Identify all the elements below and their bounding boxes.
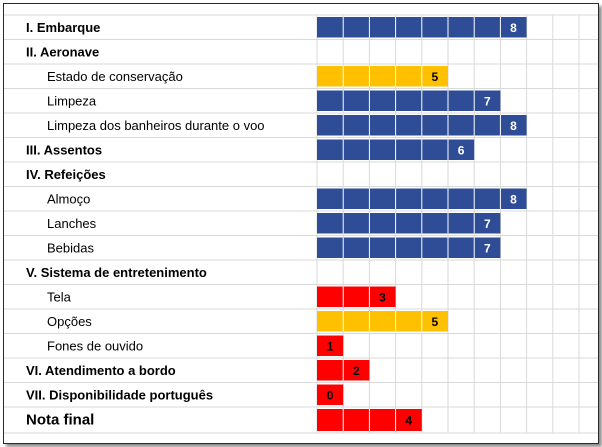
data-label: 5 bbox=[432, 315, 439, 329]
bar bbox=[317, 335, 344, 356]
data-label: 8 bbox=[510, 119, 517, 133]
chart-row: Lanches 7 bbox=[47, 213, 501, 234]
row-label: Estado de conservação bbox=[47, 69, 183, 84]
chart-row: Tela 3 bbox=[47, 286, 396, 307]
section-label: VII. Disponibilidade português bbox=[26, 387, 213, 402]
data-label: 2 bbox=[353, 364, 360, 378]
row-label: Almoço bbox=[47, 191, 90, 206]
section-label: III. Assentos bbox=[26, 142, 102, 157]
chart-row: Estado de conservação 5 bbox=[47, 66, 448, 87]
bar bbox=[317, 311, 448, 332]
data-label: 5 bbox=[432, 70, 439, 84]
row-label: Limpeza bbox=[47, 93, 97, 108]
data-label: 4 bbox=[405, 414, 412, 428]
row-label: Fones de ouvido bbox=[47, 338, 143, 353]
chart-row: Bebidas 7 bbox=[47, 237, 501, 258]
chart-row: Limpeza dos banheiros durante o voo 8 bbox=[47, 115, 527, 136]
data-label: 7 bbox=[484, 217, 491, 231]
data-label: 6 bbox=[458, 143, 465, 157]
chart-row: Opções 5 bbox=[47, 311, 448, 332]
section-label: I. Embarque bbox=[26, 20, 100, 35]
chart-row: Nota final 4 bbox=[26, 409, 422, 431]
chart-frame: I. Embarque 8 II. Aeronave Estado de conser… bbox=[3, 3, 599, 444]
chart-row: III. Assentos 6 bbox=[26, 139, 475, 160]
data-label: 8 bbox=[510, 21, 517, 35]
section-label: IV. Refeições bbox=[26, 167, 106, 182]
bar bbox=[317, 384, 344, 405]
chart-row: V. Sistema de entretenimento bbox=[26, 265, 207, 280]
bar bbox=[317, 213, 501, 234]
row-label: Opções bbox=[47, 314, 92, 329]
data-label: 7 bbox=[484, 94, 491, 108]
section-label: II. Aeronave bbox=[26, 44, 99, 59]
chart-row: VII. Disponibilidade português 0 bbox=[26, 384, 344, 405]
chart-row: VI. Atendimento a bordo 2 bbox=[26, 360, 370, 381]
chart-row: IV. Refeições bbox=[26, 167, 106, 182]
final-label: Nota final bbox=[26, 412, 94, 429]
section-label: V. Sistema de entretenimento bbox=[26, 265, 207, 280]
row-label: Tela bbox=[47, 289, 72, 304]
bar bbox=[317, 237, 501, 258]
chart-row: Limpeza 7 bbox=[47, 90, 501, 111]
chart-row: Almoço 8 bbox=[47, 188, 527, 209]
data-label: 0 bbox=[327, 388, 334, 402]
data-label: 3 bbox=[379, 290, 386, 304]
bar bbox=[317, 286, 396, 307]
chart-row: I. Embarque 8 bbox=[26, 17, 527, 38]
section-label: VI. Atendimento a bordo bbox=[26, 363, 176, 378]
chart-row: Fones de ouvido 1 bbox=[47, 335, 344, 356]
chart-row: II. Aeronave bbox=[26, 44, 99, 59]
rating-chart: I. Embarque 8 II. Aeronave Estado de conser… bbox=[4, 14, 598, 434]
bar bbox=[317, 90, 501, 111]
data-label: 8 bbox=[510, 192, 517, 206]
data-label: 1 bbox=[327, 339, 334, 353]
row-label: Lanches bbox=[47, 216, 97, 231]
row-label: Limpeza dos banheiros durante o voo bbox=[47, 118, 265, 133]
row-label: Bebidas bbox=[47, 240, 94, 255]
bar bbox=[317, 66, 448, 87]
data-label: 7 bbox=[484, 241, 491, 255]
